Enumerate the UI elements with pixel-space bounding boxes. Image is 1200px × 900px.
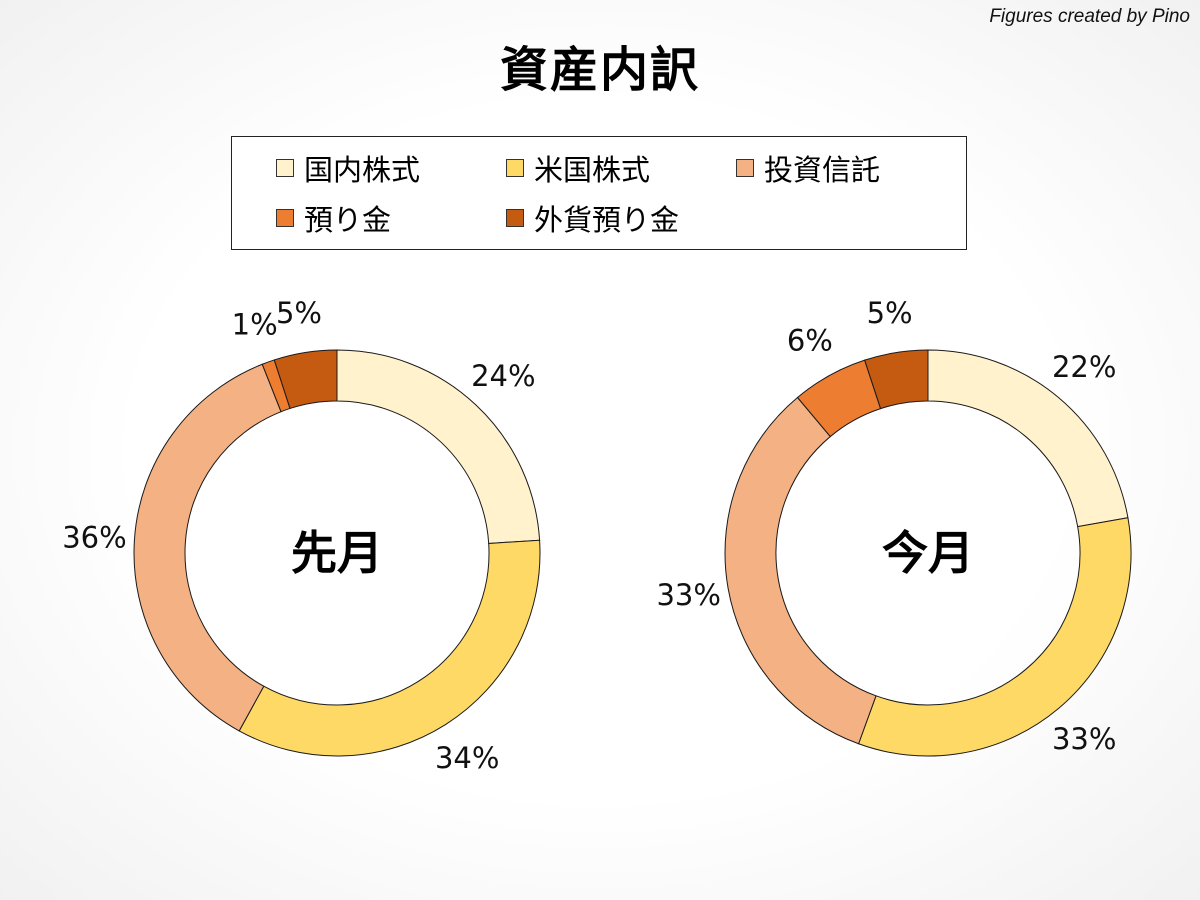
data-label-domestic-stocks: 24% <box>471 359 535 393</box>
data-label-foreign-currency-deposits: 5% <box>867 296 913 330</box>
legend-label: 投資信託 <box>764 153 881 187</box>
legend-label: 外貨預り金 <box>534 203 680 237</box>
data-label-investment-trusts: 33% <box>656 578 720 612</box>
data-label-foreign-currency-deposits: 5% <box>276 296 322 330</box>
legend-item-domestic-stocks: 国内株式 <box>276 151 420 187</box>
slice-foreign-currency-deposits <box>273 349 338 410</box>
slice-us-stocks <box>238 539 541 757</box>
slice-investment-trusts <box>133 363 282 732</box>
legend-label: 米国株式 <box>534 153 651 187</box>
legend-swatch <box>276 159 294 177</box>
donut-chart-2: 22% 33% 33% 6% 5% 今月 <box>656 296 1132 757</box>
legend-item-deposits: 預り金 <box>276 201 391 237</box>
legend-swatch <box>506 209 524 227</box>
data-label-domestic-stocks: 22% <box>1052 350 1116 384</box>
credit-text: Figures created by Pino <box>989 6 1190 27</box>
legend-swatch <box>276 209 294 227</box>
donut-center-label: 今月 <box>882 526 974 580</box>
chart-title: 資産内訳 <box>499 42 700 98</box>
data-label-us-stocks: 34% <box>435 741 499 775</box>
legend-item-us-stocks: 米国株式 <box>506 151 650 187</box>
legend-item-investment-trusts: 投資信託 <box>736 151 880 187</box>
legend-item-foreign-currency-deposits: 外貨預り金 <box>506 201 679 237</box>
legend: 国内株式 米国株式 投資信託 預り金 外貨預り金 <box>231 136 967 250</box>
donut-center-label: 先月 <box>291 526 383 580</box>
data-label-investment-trusts: 36% <box>62 521 126 555</box>
legend-label: 預り金 <box>304 203 392 237</box>
data-label-us-stocks: 33% <box>1052 722 1116 756</box>
legend-swatch <box>506 159 524 177</box>
slice-foreign-currency-deposits <box>864 349 929 410</box>
donut-chart-1: 24% 34% 36% 1%5% 先月 <box>62 296 541 775</box>
data-label-deposits: 6% <box>787 324 833 358</box>
legend-swatch <box>736 159 754 177</box>
legend-label: 国内株式 <box>304 153 421 187</box>
slice-investment-trusts <box>724 396 877 745</box>
data-label-deposits: 1% <box>232 307 278 341</box>
slice-us-stocks <box>857 517 1132 757</box>
